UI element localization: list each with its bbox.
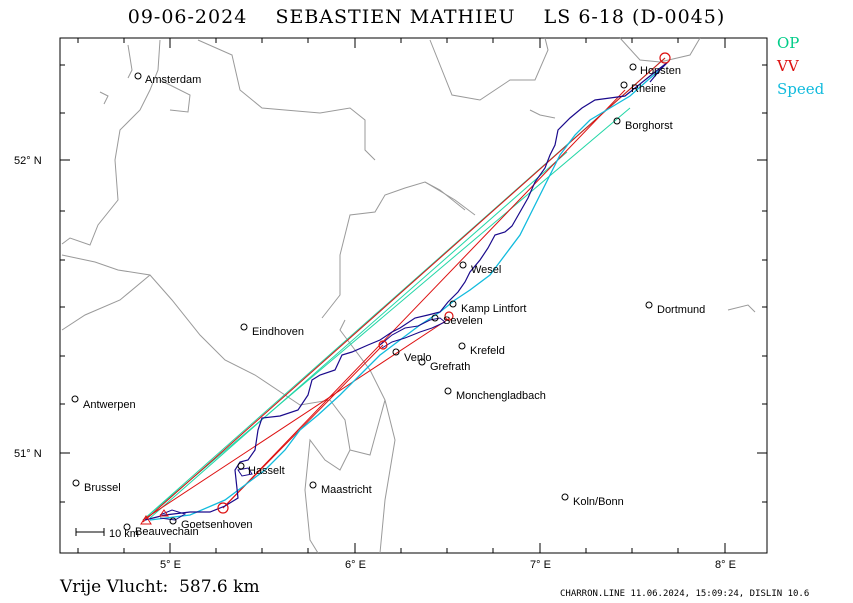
city-label: Venlo bbox=[404, 352, 432, 364]
city-label: Antwerpen bbox=[83, 399, 136, 411]
city-label: Eindhoven bbox=[252, 326, 304, 338]
lon-label-7: 7° E bbox=[530, 559, 551, 571]
city-label: Grefrath bbox=[430, 361, 470, 373]
legend-speed: Speed bbox=[777, 80, 825, 98]
map-title: 09-06-2024 SEBASTIEN MATHIEU LS 6-18 (D-… bbox=[127, 6, 726, 28]
distance-text: Vrije Vlucht: 587.6 km bbox=[60, 577, 260, 597]
city-label: Krefeld bbox=[470, 345, 505, 357]
flight-track bbox=[144, 61, 669, 521]
lat-label-52: 52° N bbox=[14, 155, 42, 167]
city-label: Koln/Bonn bbox=[573, 496, 624, 508]
scale-label: 10 km bbox=[109, 528, 139, 540]
lon-label-5: 5° E bbox=[160, 559, 181, 571]
country-borders bbox=[61, 37, 756, 554]
city-label: Sevelen bbox=[443, 315, 483, 327]
city-label: Rheine bbox=[631, 83, 666, 95]
city-label: Hasselt bbox=[248, 465, 285, 477]
start-markers bbox=[140, 509, 169, 525]
city-labels: Amsterdam Hopsten Rheine Borghorst Wesel… bbox=[83, 65, 705, 538]
footer-text: CHARRON.LINE 11.06.2024, 15:09:24, DISLI… bbox=[560, 589, 810, 599]
city-markers bbox=[71, 63, 653, 531]
city-label: Hopsten bbox=[640, 65, 681, 77]
axis-ticks bbox=[60, 38, 767, 553]
city-label: Brussel bbox=[84, 482, 121, 494]
lon-label-6: 6° E bbox=[345, 559, 366, 571]
speed-track bbox=[149, 67, 663, 521]
vv-lines bbox=[142, 57, 666, 523]
city-label: Kamp Lintfort bbox=[461, 303, 526, 315]
city-label: Goetsenhoven bbox=[181, 519, 253, 531]
city-label: Borghorst bbox=[625, 120, 673, 132]
legend-vv: VV bbox=[777, 57, 799, 75]
scale-bar: 10 km bbox=[75, 528, 139, 540]
city-label: Monchengladbach bbox=[456, 390, 546, 402]
lat-label-51: 51° N bbox=[14, 448, 42, 460]
flight-track-loops bbox=[159, 317, 446, 521]
city-label: Wesel bbox=[471, 264, 501, 276]
city-label: Beauvechain bbox=[135, 526, 199, 538]
city-label: Amsterdam bbox=[145, 74, 201, 86]
city-label: Dortmund bbox=[657, 304, 705, 316]
city-label: Maastricht bbox=[321, 484, 372, 496]
map-frame bbox=[59, 37, 768, 554]
turnpoints bbox=[217, 52, 671, 514]
lon-label-8: 8° E bbox=[715, 559, 736, 571]
legend-op: OP bbox=[777, 34, 800, 52]
